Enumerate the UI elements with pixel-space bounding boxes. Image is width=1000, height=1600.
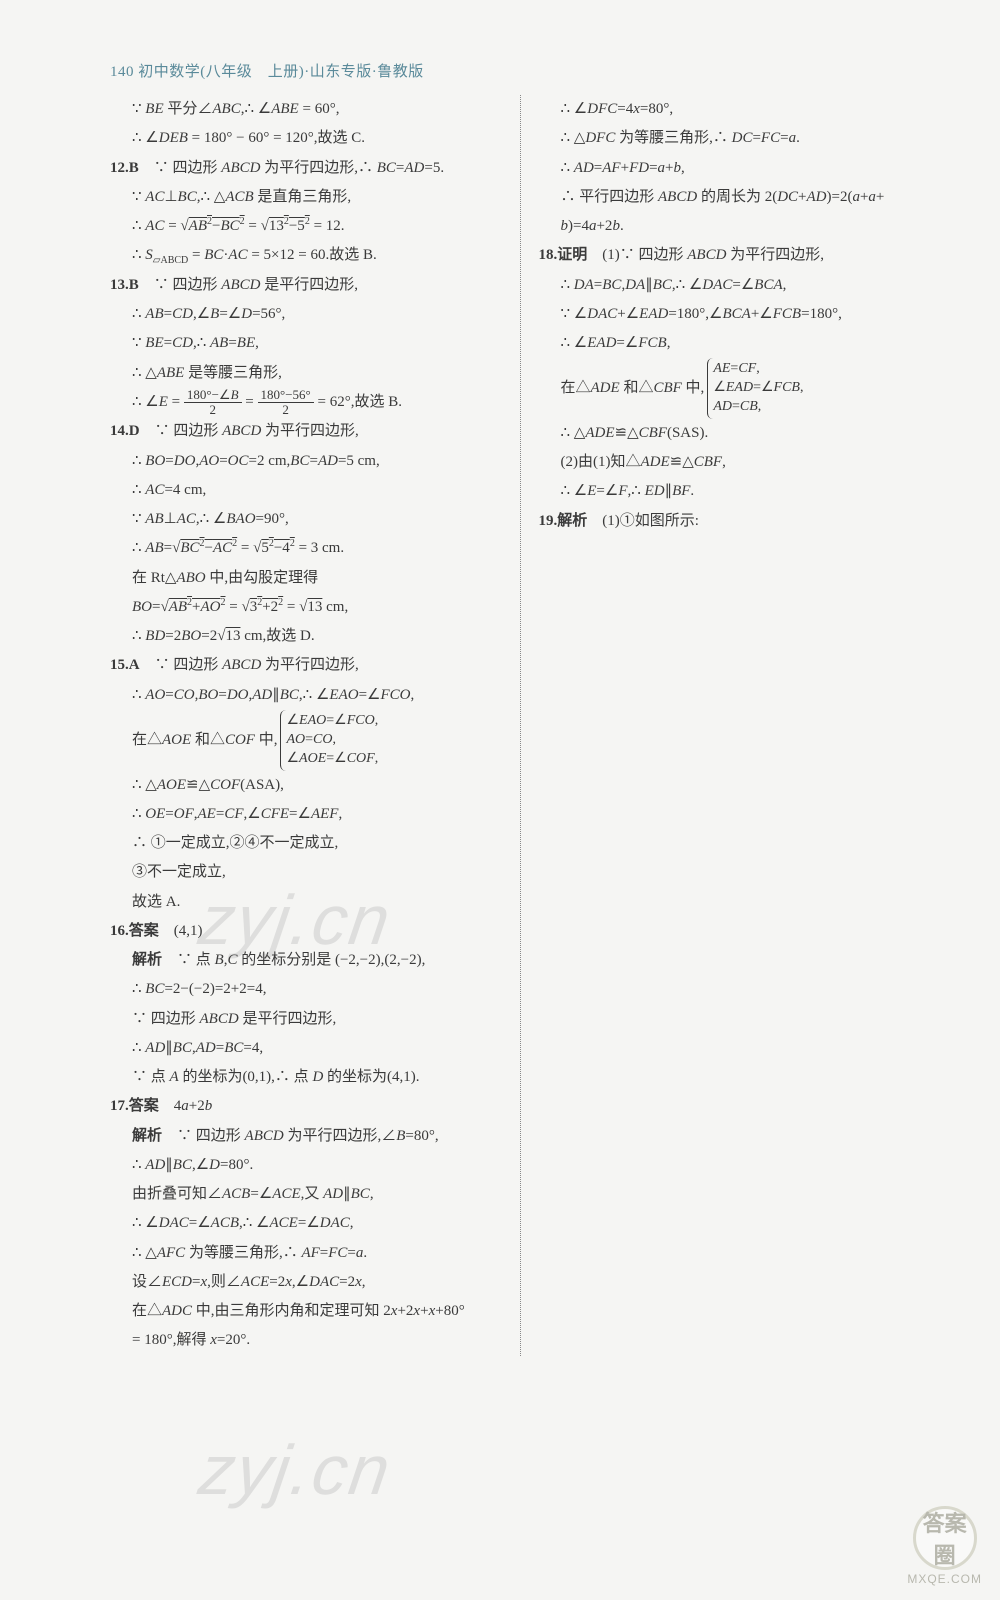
text-line: b)=4a+2b. xyxy=(539,212,931,241)
text-line: 由折叠可知∠ACB=∠ACE,又 AD∥BC, xyxy=(110,1180,502,1209)
text-line: ∵ AC⊥BC,∴ △ACB 是直角三角形, xyxy=(110,183,502,212)
text-line: ③不一定成立, xyxy=(110,858,502,887)
text-line: ∴ AB=√BC2−AC2 = √52−42 = 3 cm. xyxy=(110,534,502,563)
logo-circle: 答案圈 xyxy=(913,1506,977,1570)
text-line: ∴ BD=2BO=2√13 cm,故选 D. xyxy=(110,622,502,651)
text-line: ∴ △ADE≌△CBF(SAS). xyxy=(539,419,931,448)
text-line: ∴ △ABE 是等腰三角形, xyxy=(110,359,502,388)
text-line: ∴ ∠EAD=∠FCB, xyxy=(539,329,931,358)
text-line: ∴ ∠DAC=∠ACB,∴ ∠ACE=∠DAC, xyxy=(110,1209,502,1238)
text-line: ∴ 平行四边形 ABCD 的周长为 2(DC+AD)=2(a+a+ xyxy=(539,183,931,212)
text-line: 15.A ∵ 四边形 ABCD 为平行四边形, xyxy=(110,651,502,680)
text-line: ∵ BE 平分∠ABC,∴ ∠ABE = 60°, xyxy=(110,95,502,124)
text-line: ∴ AD∥BC,AD=BC=4, xyxy=(110,1034,502,1063)
text-line: = 180°,解得 x=20°. xyxy=(110,1326,502,1355)
text-line: ∴ BO=DO,AO=OC=2 cm,BC=AD=5 cm, xyxy=(110,447,502,476)
text-line: ∴ BC=2−(−2)=2+2=4, xyxy=(110,975,502,1004)
text-line: (2)由(1)知△ADE≌△CBF, xyxy=(539,448,931,477)
text-line: 在 Rt△ABO 中,由勾股定理得 xyxy=(110,564,502,593)
text-line: 12.B ∵ 四边形 ABCD 为平行四边形,∴ BC=AD=5. xyxy=(110,154,502,183)
text-line: ∴ OE=OF,AE=CF,∠CFE=∠AEF, xyxy=(110,800,502,829)
text-line: 解析 ∵ 四边形 ABCD 为平行四边形,∠B=80°, xyxy=(110,1122,502,1151)
text-line: BO=√AB2+AO2 = √32+22 = √13 cm, xyxy=(110,593,502,622)
text-line: 17.答案 4a+2b xyxy=(110,1092,502,1121)
text-line: ∴ ①一定成立,②④不一定成立, xyxy=(110,829,502,858)
text-line: ∵ 点 A 的坐标为(0,1),∴ 点 D 的坐标为(4,1). xyxy=(110,1063,502,1092)
text-line: ∴ ∠DEB = 180° − 60° = 120°,故选 C. xyxy=(110,124,502,153)
text-line: ∵ BE=CD,∴ AB=BE, xyxy=(110,329,502,358)
page-header: 140 初中数学(八年级 上册)·山东专版·鲁教版 xyxy=(110,60,930,81)
left-column: ∵ BE 平分∠ABC,∴ ∠ABE = 60°,∴ ∠DEB = 180° −… xyxy=(110,95,521,1356)
text-line: ∴ AB=CD,∠B=∠D=56°, xyxy=(110,300,502,329)
text-line: ∵ 四边形 ABCD 是平行四边形, xyxy=(110,1005,502,1034)
logo-text: MXQE.COM xyxy=(907,1572,982,1586)
text-line: ∵ AB⊥AC,∴ ∠BAO=90°, xyxy=(110,505,502,534)
text-line: ∴ ∠DFC=4x=80°, xyxy=(539,95,931,124)
text-line: 18.证明 (1)∵ 四边形 ABCD 为平行四边形, xyxy=(539,241,931,270)
text-line: 在△AOE 和△COF 中,∠EAO=∠FCO,AO=CO,∠AOE=∠COF, xyxy=(110,710,502,771)
text-line: 解析 ∵ 点 B,C 的坐标分别是 (−2,−2),(2,−2), xyxy=(110,946,502,975)
text-line: 在△ADE 和△CBF 中,AE=CF,∠EAD=∠FCB,AD=CB, xyxy=(539,358,931,419)
text-line: ∴ AD=AF+FD=a+b, xyxy=(539,154,931,183)
right-column: ∴ ∠DFC=4x=80°,∴ △DFC 为等腰三角形,∴ DC=FC=a.∴ … xyxy=(521,95,931,1356)
text-line: 13.B ∵ 四边形 ABCD 是平行四边形, xyxy=(110,271,502,300)
text-line: ∴ ∠E=∠F,∴ ED∥BF. xyxy=(539,477,931,506)
text-line: ∴ DA=BC,DA∥BC,∴ ∠DAC=∠BCA, xyxy=(539,271,931,300)
corner-logo: 答案圈 MXQE.COM xyxy=(907,1506,982,1586)
text-line: 设∠ECD=x,则∠ACE=2x,∠DAC=2x, xyxy=(110,1268,502,1297)
text-line: ∴ △AFC 为等腰三角形,∴ AF=FC=a. xyxy=(110,1239,502,1268)
text-line: 在△ADC 中,由三角形内角和定理可知 2x+2x+x+80° xyxy=(110,1297,502,1326)
text-line: ∴ ∠E = 180°−∠B2 = 180°−56°2 = 62°,故选 B. xyxy=(110,388,502,418)
watermark-2: zyj.cn xyxy=(194,1430,396,1510)
text-line: ∴ AC = √AB2−BC2 = √132−52 = 12. xyxy=(110,212,502,241)
text-line: 故选 A. xyxy=(110,888,502,917)
text-line: 16.答案 (4,1) xyxy=(110,917,502,946)
text-line: ∴ AD∥BC,∠D=80°. xyxy=(110,1151,502,1180)
text-line: 14.D ∵ 四边形 ABCD 为平行四边形, xyxy=(110,417,502,446)
text-line: ∴ △AOE≌△COF(ASA), xyxy=(110,771,502,800)
text-line: ∴ AC=4 cm, xyxy=(110,476,502,505)
text-line: ∵ ∠DAC+∠EAD=180°,∠BCA+∠FCB=180°, xyxy=(539,300,931,329)
text-line: ∴ △DFC 为等腰三角形,∴ DC=FC=a. xyxy=(539,124,931,153)
text-line: 19.解析 (1)①如图所示: xyxy=(539,507,931,536)
content-columns: ∵ BE 平分∠ABC,∴ ∠ABE = 60°,∴ ∠DEB = 180° −… xyxy=(110,95,930,1356)
text-line: ∴ AO=CO,BO=DO,AD∥BC,∴ ∠EAO=∠FCO, xyxy=(110,681,502,710)
text-line: ∴ S▱ABCD = BC·AC = 5×12 = 60.故选 B. xyxy=(110,241,502,271)
